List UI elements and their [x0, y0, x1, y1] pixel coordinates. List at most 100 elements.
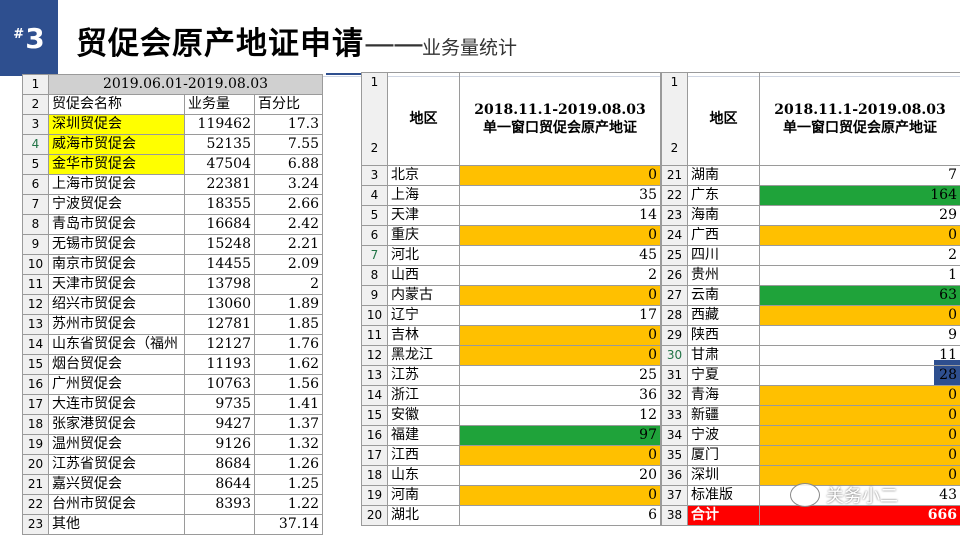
count-cell[interactable]: 25 [459, 365, 661, 386]
volume-cell[interactable]: 12781 [184, 314, 255, 335]
percent-cell[interactable]: 1.62 [253, 354, 324, 375]
ccpit-name-cell[interactable]: 烟台贸促会 [48, 354, 185, 375]
volume-cell[interactable]: 8684 [184, 454, 255, 475]
volume-cell[interactable]: 9126 [184, 434, 255, 455]
percent-cell[interactable]: 7.55 [253, 134, 324, 155]
row-number[interactable]: 6 [22, 174, 49, 195]
row-number[interactable]: 37 [661, 485, 688, 506]
row-number[interactable]: 28 [661, 305, 688, 326]
count-cell[interactable]: 20 [459, 465, 661, 486]
count-cell[interactable]: 2 [759, 245, 960, 266]
ccpit-name-cell[interactable]: 张家港贸促会 [48, 414, 185, 435]
region-column-header[interactable]: 地区 [687, 72, 760, 166]
ccpit-name-cell[interactable]: 宁波贸促会 [48, 194, 185, 215]
region-cell[interactable]: 深圳 [687, 465, 760, 486]
count-cell[interactable]: 0 [759, 445, 960, 466]
region-cell[interactable]: 贵州 [687, 265, 760, 286]
count-cell[interactable]: 6 [459, 505, 661, 526]
volume-cell[interactable]: 52135 [184, 134, 255, 155]
row-number[interactable]: 15 [361, 405, 388, 426]
row-number[interactable]: 31 [661, 365, 688, 386]
count-cell[interactable]: 0 [759, 405, 960, 426]
row-number[interactable]: 9 [22, 234, 49, 255]
volume-cell[interactable]: 9735 [184, 394, 255, 415]
row-number[interactable]: 8 [22, 214, 49, 235]
period-column-header[interactable]: 2018.11.1-2019.08.03 单一窗口贸促会原产地证 [459, 72, 661, 166]
volume-cell[interactable]: 47504 [184, 154, 255, 175]
row-number[interactable]: 21 [661, 165, 688, 186]
percent-cell[interactable]: 2.66 [253, 194, 324, 215]
region-cell[interactable]: 黑龙江 [387, 345, 460, 366]
row-number[interactable]: 21 [22, 474, 49, 495]
ccpit-name-cell[interactable]: 广州贸促会 [48, 374, 185, 395]
region-cell[interactable]: 天津 [387, 205, 460, 226]
row-number[interactable]: 10 [22, 254, 49, 275]
ccpit-name-cell[interactable]: 大连市贸促会 [48, 394, 185, 415]
row-number[interactable]: 33 [661, 405, 688, 426]
ccpit-name-cell[interactable]: 青岛市贸促会 [48, 214, 185, 235]
volume-cell[interactable] [184, 514, 255, 535]
region-cell[interactable]: 甘肃 [687, 345, 760, 366]
percent-cell[interactable]: 1.76 [253, 334, 324, 355]
row-number[interactable]: 8 [361, 265, 388, 286]
region-cell[interactable]: 云南 [687, 285, 760, 306]
count-cell[interactable]: 0 [459, 325, 661, 346]
percent-cell[interactable]: 1.25 [253, 474, 324, 495]
region-cell[interactable]: 山东 [387, 465, 460, 486]
row-number[interactable]: 17 [361, 445, 388, 466]
region-cell[interactable]: 上海 [387, 185, 460, 206]
ccpit-name-cell[interactable]: 山东省贸促会（福州 [48, 334, 185, 355]
volume-cell[interactable]: 11193 [184, 354, 255, 375]
percent-cell[interactable]: 1.22 [253, 494, 324, 515]
row-number[interactable]: 1 2 [661, 72, 688, 166]
row-number[interactable]: 14 [361, 385, 388, 406]
ccpit-name-cell[interactable]: 江苏省贸促会 [48, 454, 185, 475]
ccpit-name-cell[interactable]: 温州贸促会 [48, 434, 185, 455]
row-number[interactable]: 18 [361, 465, 388, 486]
row-number[interactable]: 3 [361, 165, 388, 186]
row-number[interactable]: 36 [661, 465, 688, 486]
region-cell[interactable]: 广东 [687, 185, 760, 206]
volume-cell[interactable]: 13060 [184, 294, 255, 315]
count-cell[interactable]: 97 [459, 425, 661, 446]
row-number[interactable]: 5 [361, 205, 388, 226]
volume-cell[interactable]: 8644 [184, 474, 255, 495]
row-number[interactable]: 1 2 [361, 72, 388, 166]
row-number[interactable]: 32 [661, 385, 688, 406]
count-cell[interactable]: 0 [459, 445, 661, 466]
percent-cell[interactable]: 1.26 [253, 454, 324, 475]
row-number[interactable]: 29 [661, 325, 688, 346]
ccpit-name-cell[interactable]: 台州市贸促会 [48, 494, 185, 515]
region-cell[interactable]: 重庆 [387, 225, 460, 246]
count-cell[interactable]: 7 [759, 165, 960, 186]
count-cell[interactable]: 35 [459, 185, 661, 206]
region-cell[interactable]: 宁夏 [687, 365, 760, 386]
ccpit-name-cell[interactable]: 嘉兴贸促会 [48, 474, 185, 495]
row-number[interactable]: 14 [22, 334, 49, 355]
volume-cell[interactable]: 18355 [184, 194, 255, 215]
region-cell[interactable]: 山西 [387, 265, 460, 286]
count-cell[interactable]: 0 [459, 485, 661, 506]
row-number[interactable]: 23 [661, 205, 688, 226]
row-number[interactable]: 13 [22, 314, 49, 335]
region-cell[interactable]: 青海 [687, 385, 760, 406]
region-cell[interactable]: 海南 [687, 205, 760, 226]
count-cell[interactable]: 36 [459, 385, 661, 406]
region-cell[interactable]: 厦门 [687, 445, 760, 466]
volume-cell[interactable]: 22381 [184, 174, 255, 195]
percent-cell[interactable]: 1.56 [253, 374, 324, 395]
row-number[interactable]: 22 [22, 494, 49, 515]
count-cell[interactable]: 0 [759, 385, 960, 406]
count-cell[interactable]: 28 [759, 365, 960, 386]
count-cell[interactable]: 45 [459, 245, 661, 266]
row-number[interactable]: 1 [22, 74, 49, 95]
percent-cell[interactable]: 1.85 [253, 314, 324, 335]
count-cell[interactable]: 0 [459, 225, 661, 246]
row-number[interactable]: 13 [361, 365, 388, 386]
ccpit-name-cell[interactable]: 绍兴市贸促会 [48, 294, 185, 315]
region-cell[interactable]: 江苏 [387, 365, 460, 386]
count-cell[interactable]: 0 [459, 165, 661, 186]
region-cell[interactable]: 合计 [687, 505, 760, 526]
region-cell[interactable]: 陕西 [687, 325, 760, 346]
period-column-header[interactable]: 2018.11.1-2019.08.03 单一窗口贸促会原产地证 [759, 72, 960, 166]
